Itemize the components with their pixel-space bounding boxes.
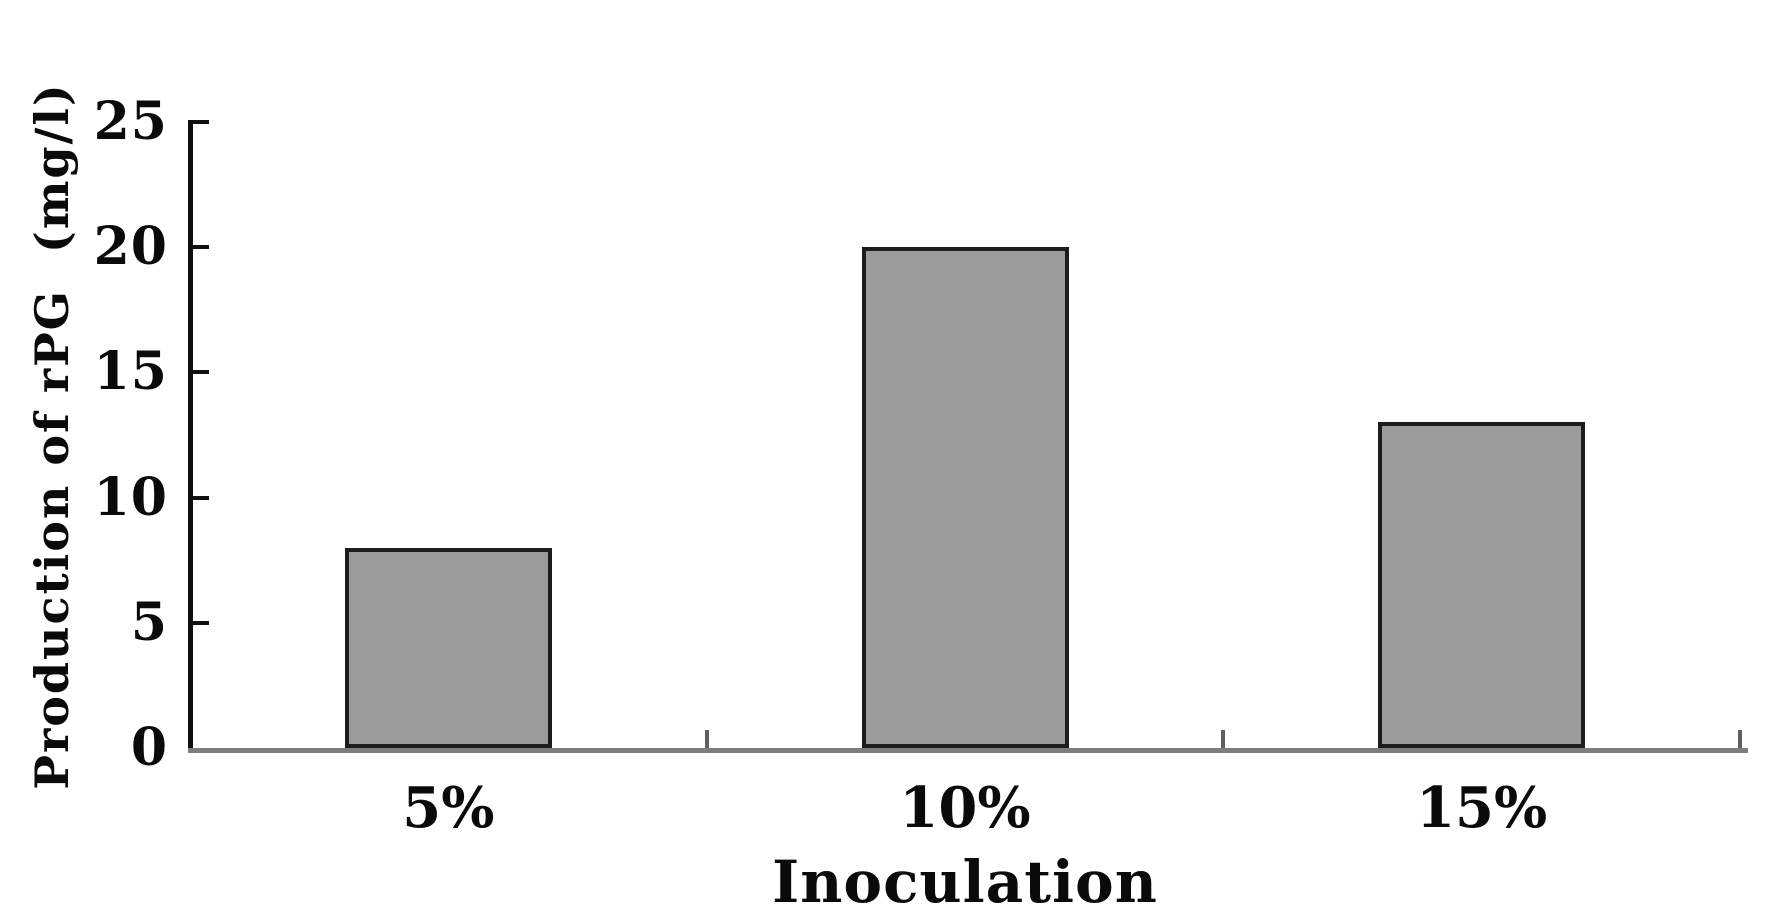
y-axis-line [188,120,193,752]
y-tick-label: 10 [93,466,168,528]
x-axis-title: Inoculation [772,848,1158,916]
y-tick-mark [193,120,209,124]
x-tick-label: 5% [402,775,495,841]
bar-15% [1378,422,1586,748]
y-tick-mark [193,370,209,375]
y-tick-label: 5 [130,591,168,653]
y-axis-title: Production of rPG (mg/l) [25,82,79,790]
x-tick-mark [1738,730,1742,748]
x-tick-mark [1221,730,1226,748]
y-tick-mark [193,620,209,625]
y-tick-label: 25 [93,91,168,152]
bar-10% [861,247,1069,748]
y-tick-mark [193,495,209,500]
x-tick-label: 10% [899,775,1031,841]
y-tick-label: 0 [130,717,168,778]
y-tick-mark [193,245,209,250]
x-axis-line [188,748,1748,753]
y-tick-label: 15 [93,341,168,403]
y-tick-label: 20 [93,216,168,278]
x-tick-mark [704,730,709,748]
bar-5% [344,547,552,748]
x-tick-label: 15% [1416,775,1548,841]
